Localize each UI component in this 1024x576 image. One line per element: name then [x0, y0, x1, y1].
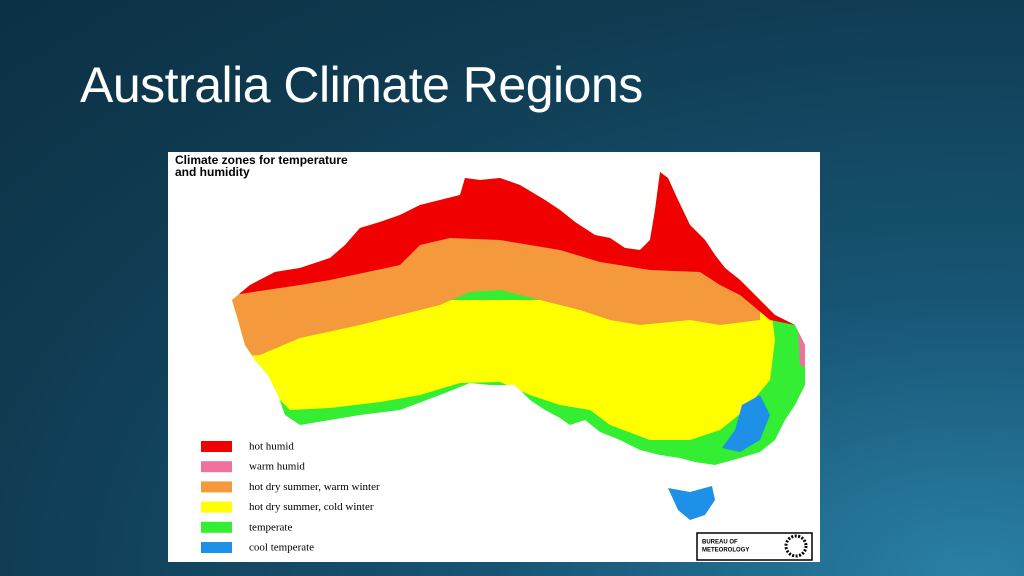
legend-label: hot humid	[249, 441, 294, 453]
legend-label: cool temperate	[249, 542, 314, 554]
legend-swatch	[201, 461, 232, 473]
legend-label: hot dry summer, warm winter	[249, 481, 380, 493]
legend-swatch	[201, 521, 232, 533]
legend: hot humid warm humid hot dry summer, warm …	[201, 441, 380, 554]
map-title: and humidity	[175, 165, 250, 179]
slide-title: Australia Climate Regions	[80, 57, 643, 113]
zone-warm-humid	[798, 330, 805, 368]
logo-box	[696, 532, 813, 561]
legend-swatch	[201, 501, 232, 513]
zone-hot-dry-cold	[232, 300, 775, 440]
zone-cool-temperate	[722, 395, 770, 452]
legend-label: temperate	[249, 521, 292, 533]
legend-label: warm humid	[249, 461, 305, 473]
logo-text: BUREAU OF	[702, 540, 738, 546]
logo-icon	[784, 534, 808, 558]
legend-swatch	[201, 542, 232, 553]
legend-swatch	[201, 441, 232, 452]
tasmania	[668, 486, 715, 520]
logo-text: METEOROLOGY	[702, 548, 749, 554]
legend-swatch	[201, 481, 232, 493]
legend-label: hot dry summer, cold winter	[249, 501, 374, 513]
map-title: Climate zones for temperature	[175, 153, 348, 167]
